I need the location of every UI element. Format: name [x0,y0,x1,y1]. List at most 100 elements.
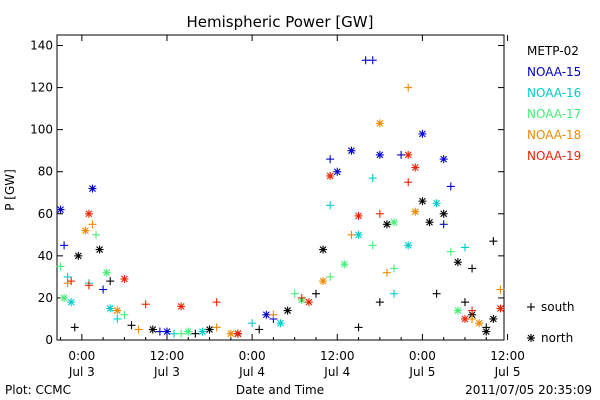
point-north-noaa-17 [184,327,193,336]
point-south-noaa-19 [404,178,413,187]
point-north-noaa-18 [411,207,420,216]
point-south-noaa-15 [99,285,108,294]
x-tick-time: 0:00 [409,349,436,363]
point-south-noaa-16 [170,329,179,338]
point-north-noaa-19 [411,163,420,172]
y-tick-label: 120 [30,81,53,95]
y-tick-label: 80 [38,165,53,179]
point-south-noaa-16 [460,243,469,252]
point-north-noaa-15 [162,327,171,336]
y-tick-label: 0 [45,333,53,347]
point-south-noaa-17 [56,262,65,271]
point-south-noaa-17 [290,289,299,298]
point-north-noaa-19 [120,275,129,283]
legend-entry: NOAA-17 [527,107,581,121]
point-north-metp-02 [453,258,462,267]
marker-legend-label: south [541,300,575,314]
point-north-noaa-17 [453,306,462,315]
point-south-noaa-19 [212,298,221,307]
marker-legend-symbol [527,334,535,342]
x-tick-date: Jul 5 [408,365,435,379]
point-south-noaa-16 [390,289,399,298]
point-north-noaa-16 [404,241,413,250]
point-south-noaa-18 [496,285,505,294]
point-north-noaa-19 [233,329,242,338]
point-north-noaa-18 [113,306,122,315]
point-south-metp-02 [354,323,363,332]
point-north-noaa-15 [418,129,427,138]
y-tick-label: 20 [38,291,53,305]
point-south-metp-02 [191,329,200,338]
point-south-noaa-17 [92,230,101,239]
point-south-noaa-15 [60,241,69,250]
x-axis: 0:00 Jul 3 12:00 Jul 3 0:00 Jul 4 12:00 Jul 4 0:… [60,35,525,379]
point-south-noaa-18 [404,83,413,92]
point-north-noaa-19 [496,304,505,313]
y-tick-label: 60 [38,207,53,221]
point-north-noaa-17 [390,218,399,227]
y-tick-label: 140 [30,39,53,53]
point-south-metp-02 [489,237,498,246]
point-south-metp-02 [468,264,477,273]
point-north-metp-02 [439,209,448,218]
x-tick-date: Jul 4 [238,365,265,379]
point-south-noaa-18 [212,323,221,332]
point-north-noaa-17 [60,293,69,302]
x-axis-label: Date and Time [236,383,324,397]
point-south-metp-02 [127,321,136,330]
point-south-noaa-18 [468,314,477,323]
point-south-noaa-18 [63,279,72,288]
point-north-noaa-19 [84,209,93,218]
point-north-metp-02 [319,245,328,254]
point-north-noaa-16 [198,327,207,336]
legend-entry: NOAA-18 [527,128,581,142]
point-south-metp-02 [375,298,384,307]
point-north-metp-02 [95,245,104,254]
point-south-noaa-19 [468,306,477,315]
x-tick-time: 12:00 [150,349,185,363]
point-north-noaa-19 [177,302,186,311]
point-south-noaa-16 [368,174,377,183]
point-north-noaa-19 [404,150,413,159]
point-south-noaa-18 [347,230,356,239]
legend-entry: METP-02 [527,44,579,58]
point-north-noaa-17 [102,268,111,277]
point-north-noaa-16 [354,230,363,239]
point-north-metp-02 [74,251,83,260]
point-south-noaa-17 [120,310,129,319]
x-tick-date: Jul 3 [153,365,180,379]
marker-legend-symbol [527,303,535,311]
point-north-noaa-18 [319,277,328,286]
point-south-noaa-19 [67,277,76,286]
point-north-noaa-15 [56,205,65,214]
point-south-noaa-16 [248,319,257,328]
point-south-noaa-17 [368,241,377,250]
x-tick-date: Jul 4 [323,365,350,379]
x-tick-time: 0:00 [239,349,266,363]
point-north-metp-02 [205,325,214,334]
point-north-noaa-18 [226,329,235,338]
point-south-metp-02 [70,323,79,332]
point-north-noaa-19 [460,314,469,323]
point-south-noaa-15 [155,327,164,336]
point-north-noaa-15 [439,155,448,164]
point-south-noaa-15 [368,56,377,65]
x-tick-time: 12:00 [320,349,355,363]
y-tick-label: 40 [38,249,53,263]
point-north-metp-02 [418,197,427,206]
point-north-noaa-18 [81,226,90,235]
point-south-noaa-19 [297,293,306,302]
point-north-metp-02 [382,220,391,229]
point-north-metp-02 [148,325,157,334]
plot-frame [56,34,505,341]
point-north-metp-02 [489,314,498,323]
x-tick-time: 0:00 [68,349,95,363]
point-north-noaa-16 [67,298,76,307]
plot-timestamp: 2011/07/05 20:35:09 [465,383,592,397]
x-tick-date: Jul 3 [68,365,95,379]
point-south-noaa-17 [177,329,186,338]
point-north-noaa-15 [333,167,342,176]
point-north-noaa-16 [432,199,441,208]
point-south-noaa-17 [390,264,399,273]
